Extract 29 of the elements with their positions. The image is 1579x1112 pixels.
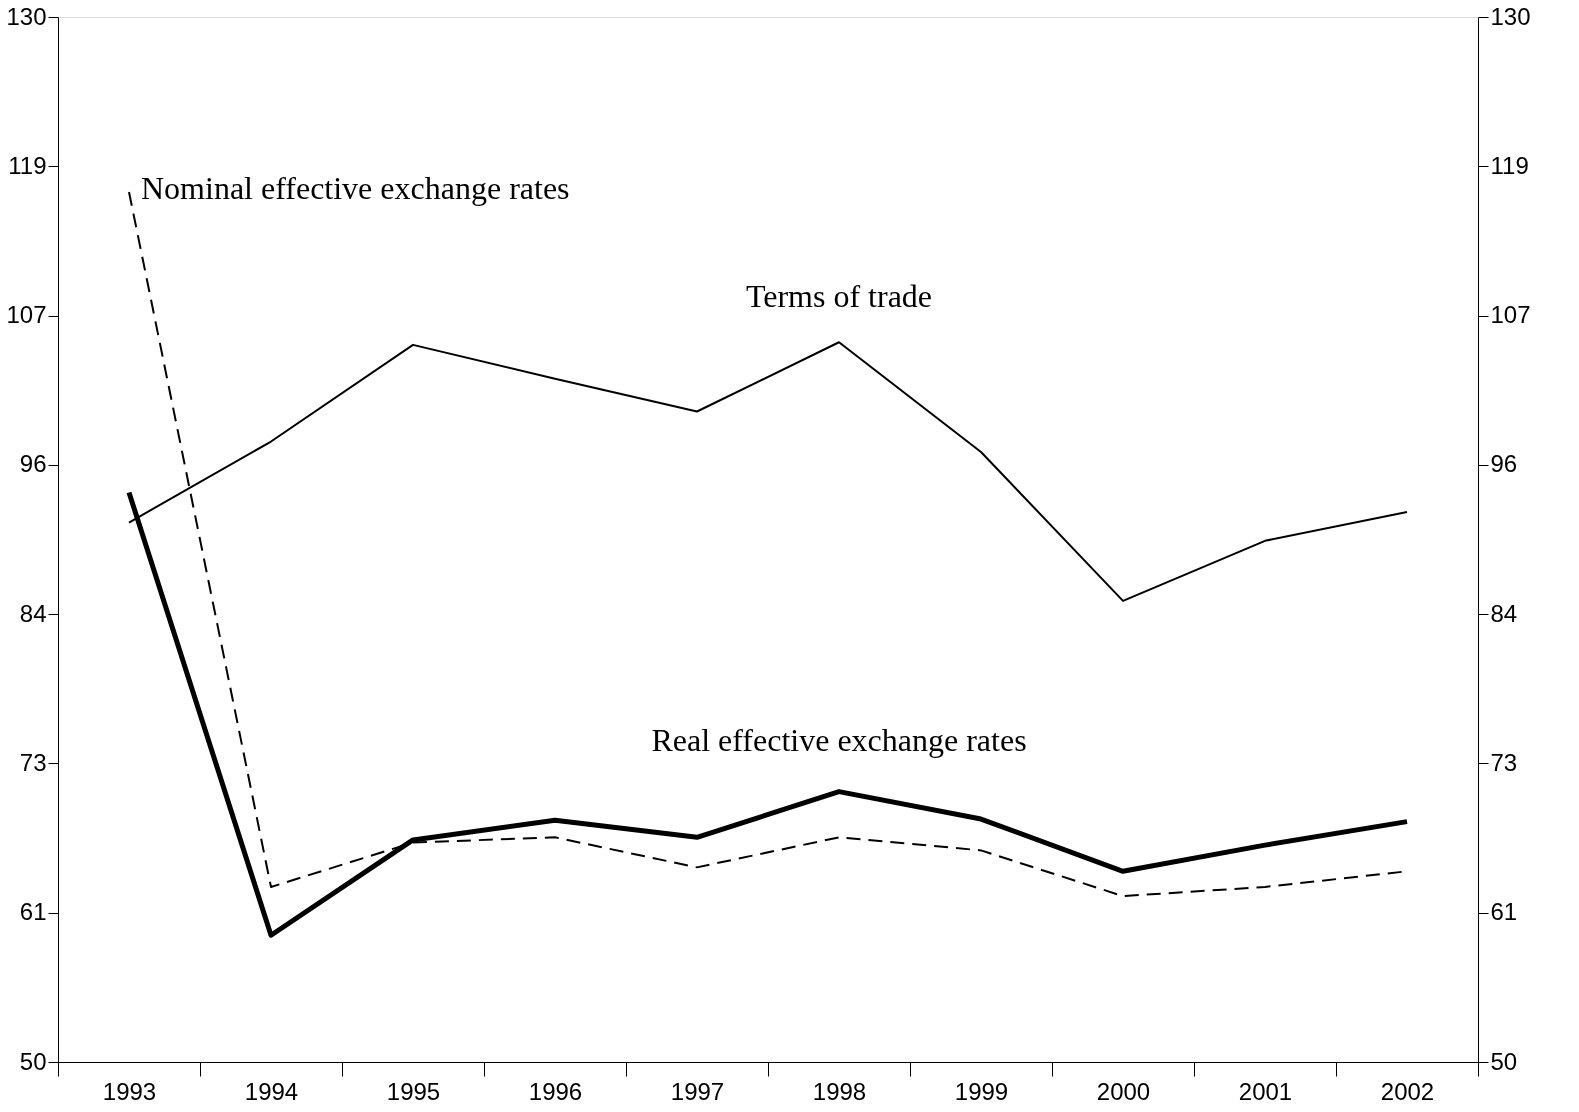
x-tick-label: 1995 <box>386 1077 441 1105</box>
y-tick-label: 107 <box>6 301 47 329</box>
y2-tick-label: 50 <box>1490 1047 1518 1075</box>
y2-tick-label: 73 <box>1490 748 1518 776</box>
x-tick-label: 1994 <box>244 1077 299 1105</box>
series-label: Nominal effective exchange rates <box>141 170 570 207</box>
y-tick-label: 73 <box>19 748 47 776</box>
y2-tick-label: 119 <box>1490 151 1529 179</box>
y-tick-label: 130 <box>6 2 47 30</box>
series-label: Terms of trade <box>745 277 933 314</box>
y2-tick-label: 107 <box>1490 301 1531 329</box>
x-tick-label: 1996 <box>528 1077 583 1105</box>
y2-tick-label: 61 <box>1490 898 1518 926</box>
x-tick-label: 1998 <box>812 1077 867 1105</box>
y-tick-label: 96 <box>19 450 47 478</box>
x-tick-label: 2001 <box>1238 1077 1293 1105</box>
series-label: Real effective exchange rates <box>651 721 1027 758</box>
y2-tick-label: 96 <box>1490 450 1518 478</box>
x-tick-label: 2000 <box>1096 1077 1151 1105</box>
y2-tick-label: 84 <box>1490 599 1518 627</box>
y-tick-label: 119 <box>8 151 47 179</box>
y-tick-label: 50 <box>19 1047 47 1075</box>
y2-tick-label: 130 <box>1490 2 1531 30</box>
x-tick-label: 1999 <box>954 1077 1009 1105</box>
x-tick-label: 2002 <box>1380 1077 1435 1105</box>
y-tick-label: 84 <box>19 599 47 627</box>
y-tick-label: 61 <box>19 898 47 926</box>
x-tick-label: 1993 <box>102 1077 157 1105</box>
x-tick-label: 1997 <box>670 1077 725 1105</box>
